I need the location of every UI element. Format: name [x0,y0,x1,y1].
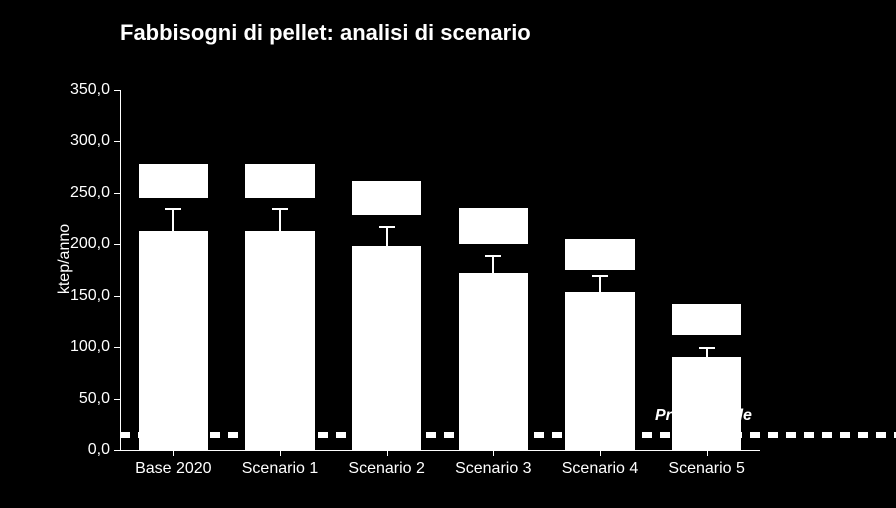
prod-attuale-dash [192,432,202,438]
prod-attuale-dash [750,432,760,438]
prod-attuale-dash [768,432,778,438]
y-tick [114,141,120,142]
x-tick-label: Base 2020 [135,460,212,478]
y-tick-label: 0,0 [88,441,110,459]
prod-attuale-dash [606,432,616,438]
prod-attuale-dash [786,432,796,438]
y-tick [114,244,120,245]
prod-attuale-dash [120,432,130,438]
y-tick-label: 300,0 [70,132,110,150]
prod-attuale-dash [354,432,364,438]
prod-attuale-dash [480,432,490,438]
y-tick [114,193,120,194]
error-bar-cap [592,275,608,277]
error-bar-cap [379,226,395,228]
prod-attuale-dash [642,432,652,438]
y-tick-label: 350,0 [70,81,110,99]
prod-attuale-dash [426,432,436,438]
prod-attuale-dash [858,432,868,438]
x-tick [493,450,494,456]
prod-attuale-dash [840,432,850,438]
prod-attuale-dash [372,432,382,438]
prod-attuale-dash [570,432,580,438]
prod-attuale-dash [732,432,742,438]
prod-attuale-dash [228,432,238,438]
prod-attuale-dash [210,432,220,438]
prod-attuale-dash [318,432,328,438]
x-tick-label: Scenario 4 [562,460,639,478]
error-bar-cap [165,208,181,210]
bar [459,273,528,450]
error-bar-cap [272,208,288,210]
prod-attuale-dash [660,432,670,438]
x-tick [280,450,281,456]
x-tick-label: Scenario 3 [455,460,532,478]
y-tick [114,296,120,297]
range-box [139,164,208,198]
y-tick-label: 200,0 [70,235,110,253]
y-tick-label: 150,0 [70,287,110,305]
plot-area [120,90,760,450]
error-bar [279,208,281,231]
prod-attuale-dash [588,432,598,438]
bar [139,231,208,450]
x-tick-label: Scenario 2 [348,460,425,478]
prod-attuale-dash [246,432,256,438]
y-tick-label: 100,0 [70,338,110,356]
prod-attuale-dash [138,432,148,438]
prod-attuale-dash [408,432,418,438]
prod-attuale-dash [696,432,706,438]
x-tick-label: Scenario 5 [668,460,745,478]
prod-attuale-dash [678,432,688,438]
x-axis [120,450,760,451]
prod-attuale-dash [534,432,544,438]
prod-attuale-dash [876,432,886,438]
error-bar [492,255,494,274]
chart-title: Fabbisogni di pellet: analisi di scenari… [120,20,531,46]
prod-attuale-dash [498,432,508,438]
prod-attuale-dash [300,432,310,438]
range-box [672,304,741,335]
y-tick-label: 250,0 [70,184,110,202]
error-bar-cap [699,347,715,349]
y-tick [114,450,120,451]
x-tick [600,450,601,456]
prod-attuale-dash [804,432,814,438]
range-box [565,239,634,270]
prod-attuale-dash [156,432,166,438]
x-tick [707,450,708,456]
range-box [459,208,528,244]
prod-attuale-dash [714,432,724,438]
x-tick [387,450,388,456]
prod-attuale-label: Prod. attuale [655,407,752,425]
prod-attuale-dash [390,432,400,438]
chart-container: Fabbisogni di pellet: analisi di scenari… [0,0,896,508]
prod-attuale-dash [516,432,526,438]
prod-attuale-dash [336,432,346,438]
prod-attuale-dash [552,432,562,438]
prod-attuale-dash [282,432,292,438]
prod-attuale-dash [174,432,184,438]
prod-attuale-dash [822,432,832,438]
y-tick-label: 50,0 [79,390,110,408]
prod-attuale-dash [462,432,472,438]
bar [352,246,421,450]
y-tick [114,347,120,348]
bar [565,292,634,450]
error-bar [172,208,174,231]
prod-attuale-dash [264,432,274,438]
prod-attuale-dash [444,432,454,438]
error-bar [599,275,601,291]
range-box [352,181,421,216]
bar [245,231,314,450]
y-axis [120,90,121,450]
error-bar-cap [485,255,501,257]
prod-attuale-dash [624,432,634,438]
range-box [245,164,314,198]
x-tick [173,450,174,456]
y-tick [114,90,120,91]
y-tick [114,399,120,400]
x-tick-label: Scenario 1 [242,460,319,478]
error-bar [386,226,388,247]
